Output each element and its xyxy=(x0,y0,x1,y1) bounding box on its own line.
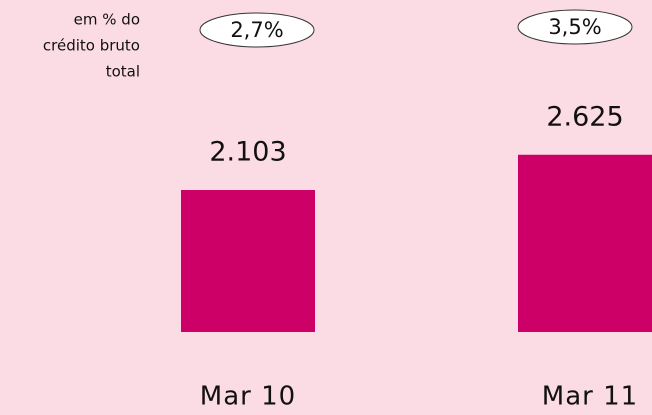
value-label: 2.103 xyxy=(209,137,286,168)
annotation: crédito bruto xyxy=(43,37,140,55)
ratio-oval xyxy=(517,9,633,45)
ratio-oval xyxy=(199,12,315,48)
x-tick-label: Mar 11 xyxy=(542,382,638,412)
bar xyxy=(181,190,315,332)
ratio-label: 3,5% xyxy=(548,15,601,39)
annotation: total xyxy=(106,63,140,81)
ratio-label: 2,7% xyxy=(230,18,283,42)
value-label: 2.625 xyxy=(546,101,623,132)
annotation: em % do xyxy=(74,11,140,29)
x-tick-label: Mar 10 xyxy=(200,382,296,412)
bar xyxy=(518,154,652,332)
